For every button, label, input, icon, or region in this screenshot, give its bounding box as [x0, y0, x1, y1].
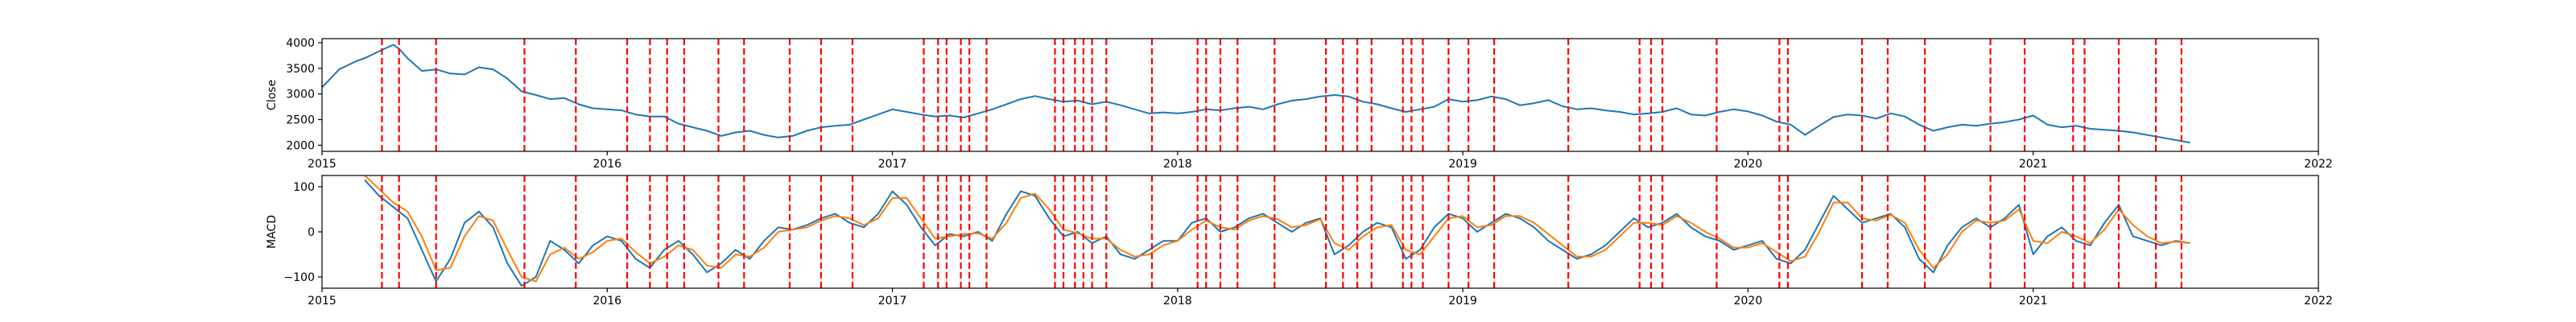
- x-tick-label-1-4: 2019: [1448, 295, 1477, 308]
- x-tick-label-1-0: 2015: [308, 295, 336, 308]
- chart-panel-1: 2015 2016 2017 2018 2019 2020 2021 2022 −100 0 100…: [266, 175, 2333, 308]
- y-tick-label-1-2: 100: [293, 181, 315, 194]
- x-tick-label-0-3: 2018: [1163, 158, 1192, 171]
- x-tick-label-0-6: 2021: [2019, 158, 2048, 171]
- y-tick-label-0-4: 4000: [286, 37, 315, 50]
- y-tick-label-0-3: 3500: [286, 63, 315, 76]
- x-tick-label-1-5: 2020: [1734, 295, 1763, 308]
- y-tick-label-0-2: 3000: [286, 89, 315, 101]
- x-tick-label-0-2: 2017: [878, 158, 907, 171]
- y-axis-label-1: MACD: [266, 215, 279, 249]
- y-tick-label-0-1: 2500: [286, 114, 315, 127]
- y-axis-label-0: Close: [266, 80, 279, 110]
- chart-panel-0: 2015 2016 2017 2018 2019 2020 2021 2022 2000 2500…: [266, 37, 2333, 171]
- y-tick-label-1-1: 0: [308, 226, 315, 239]
- x-tick-label-0-0: 2015: [308, 158, 336, 171]
- x-tick-label-0-7: 2022: [2304, 158, 2333, 171]
- x-tick-label-1-7: 2022: [2304, 295, 2333, 308]
- y-tick-label-0-0: 2000: [286, 139, 315, 152]
- x-tick-label-1-3: 2018: [1163, 295, 1192, 308]
- x-tick-label-0-5: 2020: [1734, 158, 1763, 171]
- x-tick-label-1-1: 2016: [592, 295, 621, 308]
- x-tick-label-1-6: 2021: [2019, 295, 2048, 308]
- x-tick-label-0-1: 2016: [592, 158, 621, 171]
- series-line-1-1: [364, 175, 2190, 283]
- series-line-1-0: [364, 179, 2190, 287]
- x-tick-label-1-2: 2017: [878, 295, 907, 308]
- y-tick-label-1-0: −100: [284, 271, 315, 284]
- series-line-0-0: [321, 43, 2190, 144]
- axes-frame-0: [321, 38, 2319, 152]
- x-tick-label-0-4: 2019: [1448, 158, 1477, 171]
